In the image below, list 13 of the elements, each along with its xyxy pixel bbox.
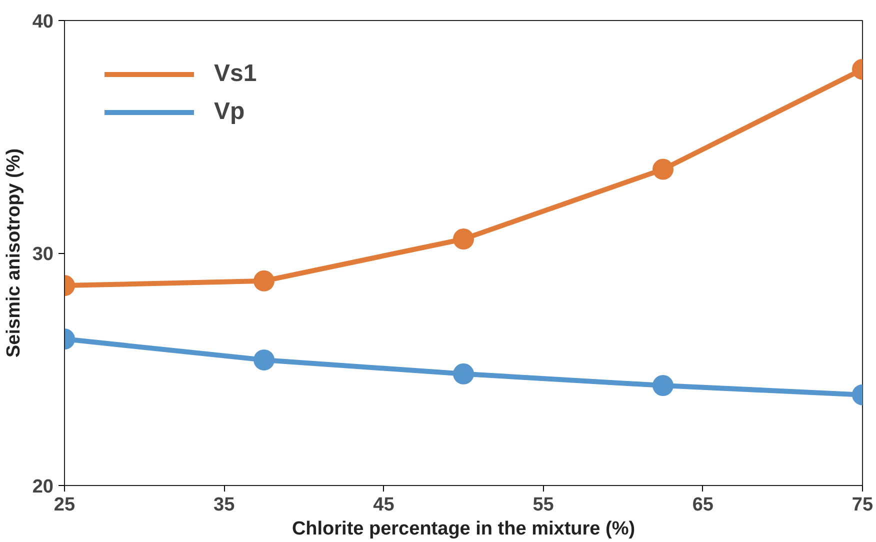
x-tick-label: 25 — [54, 494, 76, 516]
y-tick-label: 20 — [32, 476, 54, 498]
legend-label: Vp — [214, 98, 245, 126]
y-axis-title: Seismic anisotropy (%) — [3, 148, 24, 358]
x-tick-label: 65 — [692, 494, 714, 516]
y-tick-label: 30 — [32, 244, 54, 265]
x-tick-label: 75 — [852, 494, 874, 516]
x-tick-label: 35 — [214, 494, 236, 516]
y-tick-label: 40 — [32, 12, 54, 32]
x-tick-label: 55 — [532, 494, 554, 516]
x-axis-title: Chlorite percentage in the mixture (%) — [292, 518, 636, 540]
x-tick-label: 45 — [373, 494, 395, 516]
legend-label: Vs1 — [214, 60, 257, 88]
